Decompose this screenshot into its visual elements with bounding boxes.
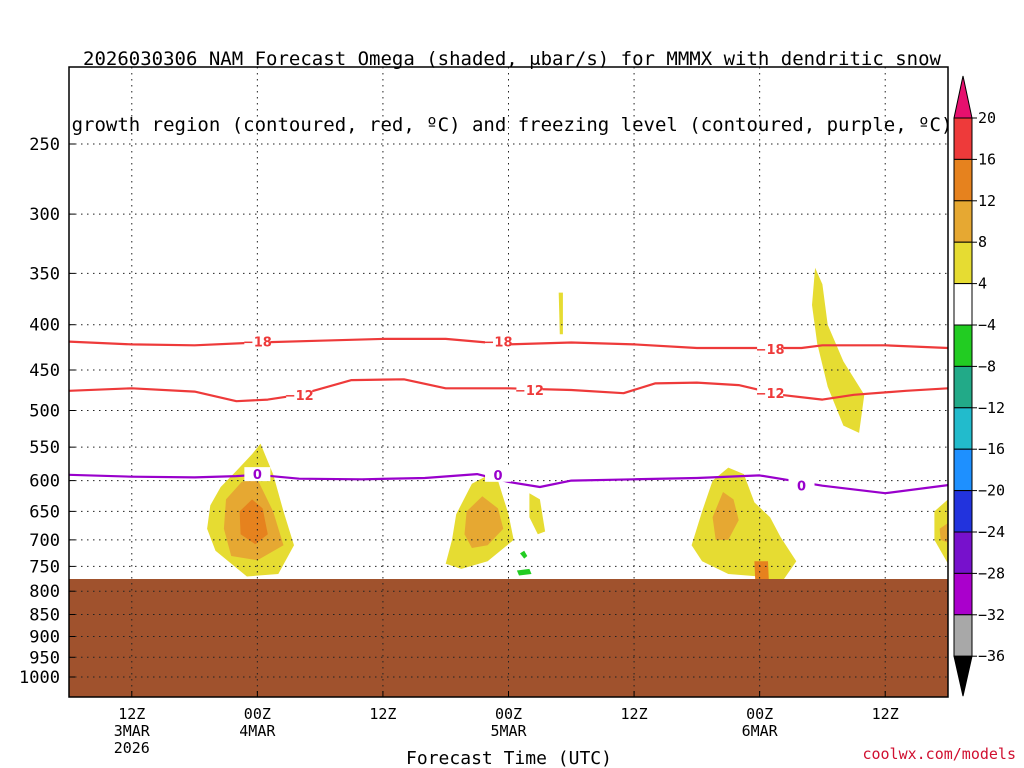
omega-region-8-to-12-2 (712, 492, 739, 540)
omega-region-8-to-12-3 (939, 523, 948, 543)
chart-title-line-2: growth region (contoured, red, ºC) and f… (71, 114, 953, 136)
colorbar-swatch-3 (953, 241, 973, 285)
contour-label-bg--12-2 (757, 386, 784, 401)
terrain-dip-1 (362, 578, 425, 583)
y-tick-label-600: 600 (29, 472, 60, 492)
contour-label-bg-0-0 (244, 467, 271, 482)
x-tick-sublabel-6-0: 3MAR (114, 722, 151, 740)
contour-layer: −18 −18 −18 −12 −12 −12 0 0 0 (69, 334, 948, 495)
colorbar-label-12: 12 (978, 192, 996, 210)
y-tick-label-750: 750 (29, 557, 60, 577)
contour-label--12-0: −12 (285, 389, 314, 404)
y-tick-label-850: 850 (29, 606, 60, 626)
y-tick-label-450: 450 (29, 361, 60, 381)
contour-label-bg--12-0 (286, 387, 313, 402)
x-tick-label-54: 12Z (621, 705, 648, 723)
colorbar-label-4: 4 (978, 275, 987, 293)
contour-label--12-1: −12 (515, 384, 544, 399)
y-tick-label-250: 250 (29, 135, 60, 155)
terrain-dip-0 (157, 578, 179, 583)
x-tick-label-6: 12Z (118, 705, 145, 723)
y-tick-label-900: 900 (29, 627, 60, 647)
contour-label-bg--12-1 (516, 382, 543, 397)
x-tick-sublabel-18-0: 4MAR (239, 722, 276, 740)
colorbar-label--28: −28 (978, 564, 1005, 582)
omega-region-8-to-12-1 (464, 496, 504, 548)
colorbar-swatch-2 (953, 200, 973, 243)
omega-region-4-to-8-3 (558, 292, 563, 335)
colorbar-swatch-6 (953, 365, 973, 409)
contour-label-bg-0-2 (788, 478, 815, 493)
contour-label-0-1: 0 (494, 469, 503, 484)
y-tick-label-400: 400 (29, 316, 60, 336)
colorbar-bottom-arrow (953, 655, 973, 697)
x-tick-label-78: 12Z (872, 705, 899, 723)
colorbar-swatch-5 (953, 324, 973, 367)
colorbar-top-arrow (953, 75, 973, 119)
y-tick-label-350: 350 (29, 264, 60, 284)
x-tick-sublabel-66-0: 6MAR (742, 722, 779, 740)
axes-layer: 2503003504004505005506006507007508008509… (19, 135, 899, 768)
chart-title-line-1: 2026030306 NAM Forecast Omega (shaded, μ… (83, 48, 941, 70)
colorbar-label--32: −32 (978, 606, 1005, 624)
colorbar-swatch-4 (953, 283, 973, 326)
contour-label-bg--18-0 (244, 334, 271, 349)
contour-label-0-0: 0 (253, 468, 262, 483)
plot-shading-layer (207, 267, 948, 587)
colorbar-label--12: −12 (978, 399, 1005, 417)
contour-label--18-0: −18 (243, 336, 272, 351)
y-tick-label-950: 950 (29, 648, 60, 668)
x-tick-label-66: 00Z (746, 705, 773, 723)
contour-label-bg--18-2 (757, 341, 784, 356)
omega-region--8-to--4-0 (520, 550, 528, 559)
y-tick-label-650: 650 (29, 502, 60, 522)
contour-label--18-2: −18 (756, 343, 785, 358)
colorbar-label--4: −4 (978, 316, 996, 334)
omega-region--8-to--4-1 (516, 568, 532, 576)
colorbar-label-8: 8 (978, 233, 987, 251)
chart-title: 2026030306 NAM Forecast Omega (shaded, μ… (0, 4, 1024, 158)
colorbar-label--36: −36 (978, 647, 1005, 665)
omega-region-4-to-8-4 (691, 467, 797, 584)
x-tick-sublabel-42-0: 5MAR (490, 722, 527, 740)
y-tick-label-550: 550 (29, 438, 60, 458)
y-tick-label-800: 800 (29, 582, 60, 602)
x-tick-label-18: 00Z (244, 705, 271, 723)
y-tick-label-500: 500 (29, 402, 60, 422)
colorbar-label--24: −24 (978, 523, 1005, 541)
colorbar-swatch-0 (953, 117, 973, 160)
colorbar: 20 16 12 8 4 −4 −8 −12 −16 −20 −24 −28 −32 −36 (953, 75, 1005, 697)
x-tick-sublabel-6-1: 2026 (114, 739, 150, 757)
y-tick-label-1000: 1000 (19, 668, 60, 688)
contour-line--18 (69, 337, 948, 350)
colorbar-swatch-8 (953, 448, 973, 492)
contour-label-bg--18-1 (485, 334, 512, 349)
y-tick-label-700: 700 (29, 531, 60, 551)
contour-label-bg-0-1 (485, 467, 512, 482)
colorbar-swatch-12 (953, 614, 973, 657)
credit-link[interactable]: coolwx.com/models (862, 745, 1016, 763)
colorbar-label--20: −20 (978, 482, 1005, 500)
contour-label--18-1: −18 (484, 336, 513, 351)
contour-label--12-2: −12 (756, 387, 785, 402)
colorbar-label--16: −16 (978, 440, 1005, 458)
x-tick-label-30: 12Z (369, 705, 396, 723)
contour-label-0-2: 0 (797, 480, 806, 495)
colorbar-label-20: 20 (978, 109, 996, 127)
colorbar-swatch-10 (953, 531, 973, 574)
colorbar-swatch-7 (953, 407, 973, 450)
colorbar-swatch-11 (953, 572, 973, 616)
omega-region-12-to-16-0 (239, 499, 268, 545)
omega-region-4-to-8-2 (529, 493, 546, 535)
omega-region-4-to-8-5 (812, 267, 865, 433)
colorbar-swatch-1 (953, 158, 973, 202)
x-tick-label-42: 00Z (495, 705, 522, 723)
colorbar-label-16: 16 (978, 150, 996, 168)
y-tick-label-300: 300 (29, 205, 60, 225)
colorbar-swatch-9 (953, 490, 973, 533)
x-axis-title: Forecast Time (UTC) (406, 748, 612, 768)
colorbar-label--8: −8 (978, 357, 996, 375)
